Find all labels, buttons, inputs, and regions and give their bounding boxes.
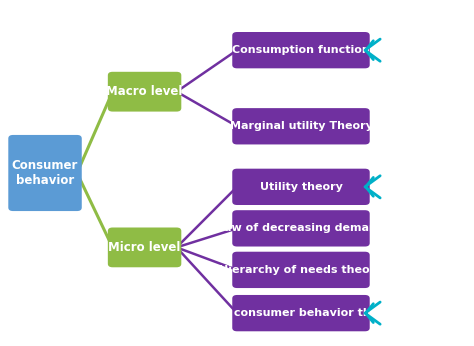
Text: Consumption function: Consumption function [232,45,370,55]
Text: New consumer behavior theory: New consumer behavior theory [203,308,399,318]
Text: Utility theory: Utility theory [260,182,342,192]
FancyBboxPatch shape [232,169,370,205]
FancyBboxPatch shape [232,295,370,331]
Text: Hierarchy of needs theory: Hierarchy of needs theory [219,265,383,275]
FancyBboxPatch shape [108,72,181,111]
Text: Marginal utility Theory: Marginal utility Theory [229,121,373,131]
Text: Consumer
behavior: Consumer behavior [12,159,78,187]
FancyBboxPatch shape [108,228,181,267]
FancyBboxPatch shape [232,108,370,145]
Text: Law of decreasing demand: Law of decreasing demand [217,224,385,233]
FancyBboxPatch shape [8,135,82,211]
Text: Micro level: Micro level [109,241,181,254]
FancyBboxPatch shape [232,252,370,288]
FancyBboxPatch shape [232,32,370,69]
Text: Macro level: Macro level [106,85,183,98]
FancyBboxPatch shape [232,210,370,246]
